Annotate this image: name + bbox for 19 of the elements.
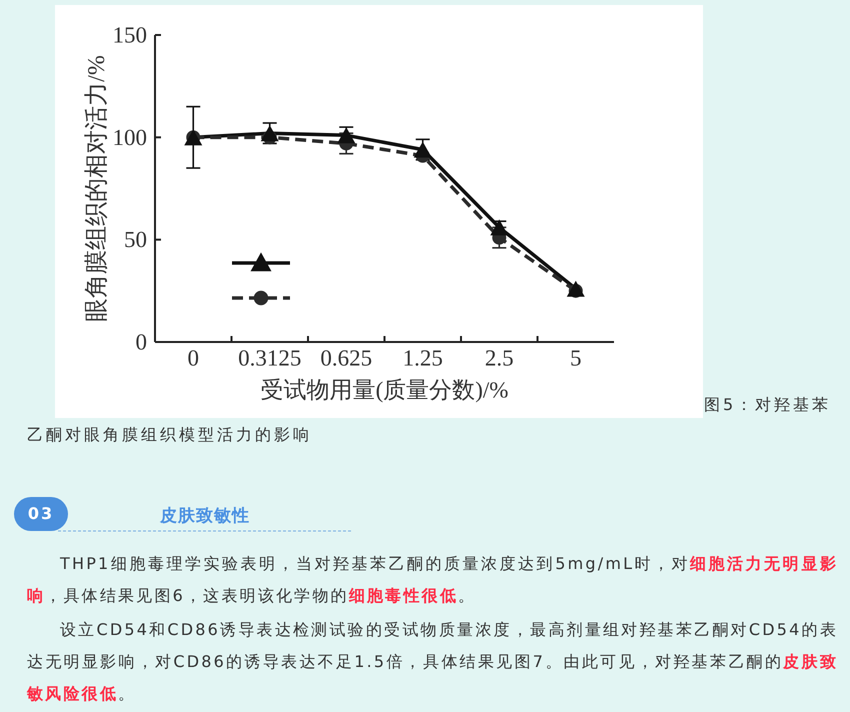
text: 03 bbox=[14, 497, 68, 531]
text: 皮肤致敏性 bbox=[160, 505, 250, 528]
x-tick-label: 5 bbox=[570, 346, 582, 370]
x-tick-label: 0.3125 bbox=[238, 346, 302, 370]
x-tick-label: 2.5 bbox=[484, 346, 514, 370]
y-tick-label: 100 bbox=[112, 124, 147, 150]
x-tick-label: 0 bbox=[188, 346, 199, 370]
text: 设立CD54和CD86诱导表达检测试验的受试物质量浓度，最高剂量组对羟基苯乙酮对CD54的表达无明显影响，对CD86的诱导表达不足1.5倍，具体结果见图7。由此可见，对羟基苯乙酮的皮肤致敏风险很低。 bbox=[27, 620, 838, 703]
y-tick-label: 0 bbox=[136, 330, 147, 354]
y-tick-label: 150 bbox=[112, 22, 147, 48]
point bbox=[414, 142, 432, 158]
point bbox=[566, 280, 585, 297]
y-axis-title: 眼角膜组织的相对活力/% bbox=[84, 55, 110, 322]
x-tick-label: 1.25 bbox=[402, 346, 443, 370]
point bbox=[260, 125, 279, 142]
y-tick-label: 50 bbox=[124, 227, 147, 252]
point bbox=[490, 219, 508, 236]
text: THP1细胞毒理学实验表明，当对羟基苯乙酮的质量浓度达到5mg/mL时，对细胞活力无明显影响，具体结果见图6，这表明该化学物的细胞毒性很低。 bbox=[27, 554, 838, 605]
x-tick-label: 0.625 bbox=[320, 346, 372, 370]
